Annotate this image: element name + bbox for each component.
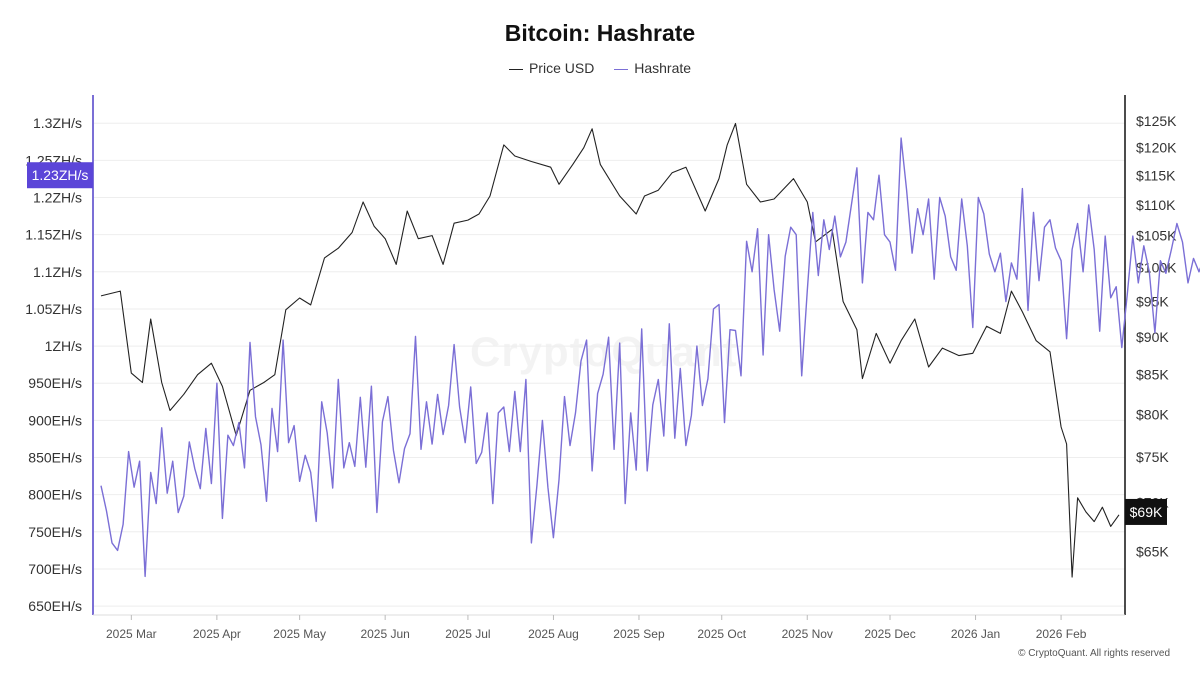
left-axis-tick-label: 1.05ZH/s — [25, 301, 82, 317]
left-axis-tick-label: 750EH/s — [28, 524, 82, 540]
right-axis-tick-label: $85K — [1136, 367, 1169, 383]
x-axis-tick-label: 2025 Sep — [613, 627, 665, 641]
right-axis-tick-label: $110K — [1136, 197, 1176, 213]
x-axis-tick-label: 2025 Aug — [528, 627, 579, 641]
watermark: CryptoQuant — [470, 328, 738, 376]
x-axis-tick-label: 2025 Apr — [193, 627, 241, 641]
x-axis-tick-label: 2025 Dec — [864, 627, 915, 641]
x-axis: 2025 Mar 2025 Apr 2025 May 2025 Jun 2025 Jul… — [93, 614, 1125, 641]
left-axis-tick-label: 900EH/s — [28, 412, 82, 428]
left-axis: 650EH/s 700EH/s 750EH/s 800EH/s 850EH/s 900EH… — [25, 95, 94, 615]
right-axis-tick-label: $90K — [1136, 329, 1169, 345]
left-axis-tick-label: 950EH/s — [28, 375, 82, 391]
current-value-badges: 1.23ZH/s $69K — [27, 162, 1167, 525]
left-axis-tick-label: 1.1ZH/s — [33, 264, 82, 280]
series-line-hashrate — [100, 137, 1200, 578]
left-current-badge — [27, 162, 93, 189]
copyright-notice: © CryptoQuant. All rights reserved — [1018, 648, 1170, 659]
right-axis-tick-label: $100K — [1136, 260, 1177, 276]
x-axis-tick-label: 2025 Nov — [782, 627, 833, 641]
legend-label-price: Price USD — [528, 60, 595, 76]
right-current-badge-label: $69K — [1130, 504, 1163, 520]
left-axis-tick-label: 1.2ZH/s — [33, 190, 82, 206]
x-axis-tick-label: 2025 Oct — [697, 627, 746, 641]
legend-item-price[interactable]: Price USD — [508, 60, 595, 76]
x-axis-tick-label: 2025 May — [273, 627, 326, 641]
left-axis-tick-label: 1.15ZH/s — [25, 227, 82, 243]
left-current-badge-label: 1.23ZH/s — [32, 167, 89, 183]
right-axis-tick-label: $115K — [1136, 168, 1176, 184]
x-axis-tick-label: 2025 Jun — [360, 627, 409, 641]
right-axis-tick-label: $120K — [1136, 140, 1177, 156]
right-current-badge — [1125, 498, 1167, 525]
x-axis-tick-label: 2025 Mar — [106, 627, 157, 641]
left-axis-tick-label: 800EH/s — [28, 487, 82, 503]
right-axis-tick-label: $80K — [1136, 407, 1169, 423]
left-axis-tick-label: 1ZH/s — [45, 338, 82, 354]
legend: Price USD Hashrate — [0, 60, 1200, 76]
legend-item-hashrate[interactable]: Hashrate — [614, 60, 691, 76]
right-axis-tick-label: $105K — [1136, 228, 1177, 244]
legend-swatch-price — [508, 68, 523, 70]
chart-title: Bitcoin: Hashrate — [504, 20, 696, 46]
series-layer — [100, 122, 1200, 578]
left-axis-tick-label: 650EH/s — [28, 598, 82, 614]
left-axis-tick-label: 850EH/s — [28, 450, 82, 466]
left-axis-tick-label: 1.3ZH/s — [33, 115, 82, 131]
series-line-price — [100, 122, 1120, 578]
left-axis-tick-label: 700EH/s — [28, 561, 82, 577]
right-axis-tick-label: $125K — [1136, 113, 1177, 129]
grid-lines — [93, 122, 1125, 607]
legend-label-hashrate: Hashrate — [634, 60, 692, 76]
right-axis-tick-label: $75K — [1136, 449, 1169, 465]
x-axis-tick-label: 2026 Jan — [951, 627, 1000, 641]
x-axis-tick-label: 2026 Feb — [1036, 627, 1087, 641]
right-axis-tick-label: $65K — [1136, 543, 1169, 559]
x-axis-tick-label: 2025 Jul — [445, 627, 490, 641]
legend-swatch-hashrate — [614, 68, 629, 70]
right-axis: $65K$70K$75K$80K$85K$90K$95K$100K$105K$1… — [1124, 95, 1177, 615]
